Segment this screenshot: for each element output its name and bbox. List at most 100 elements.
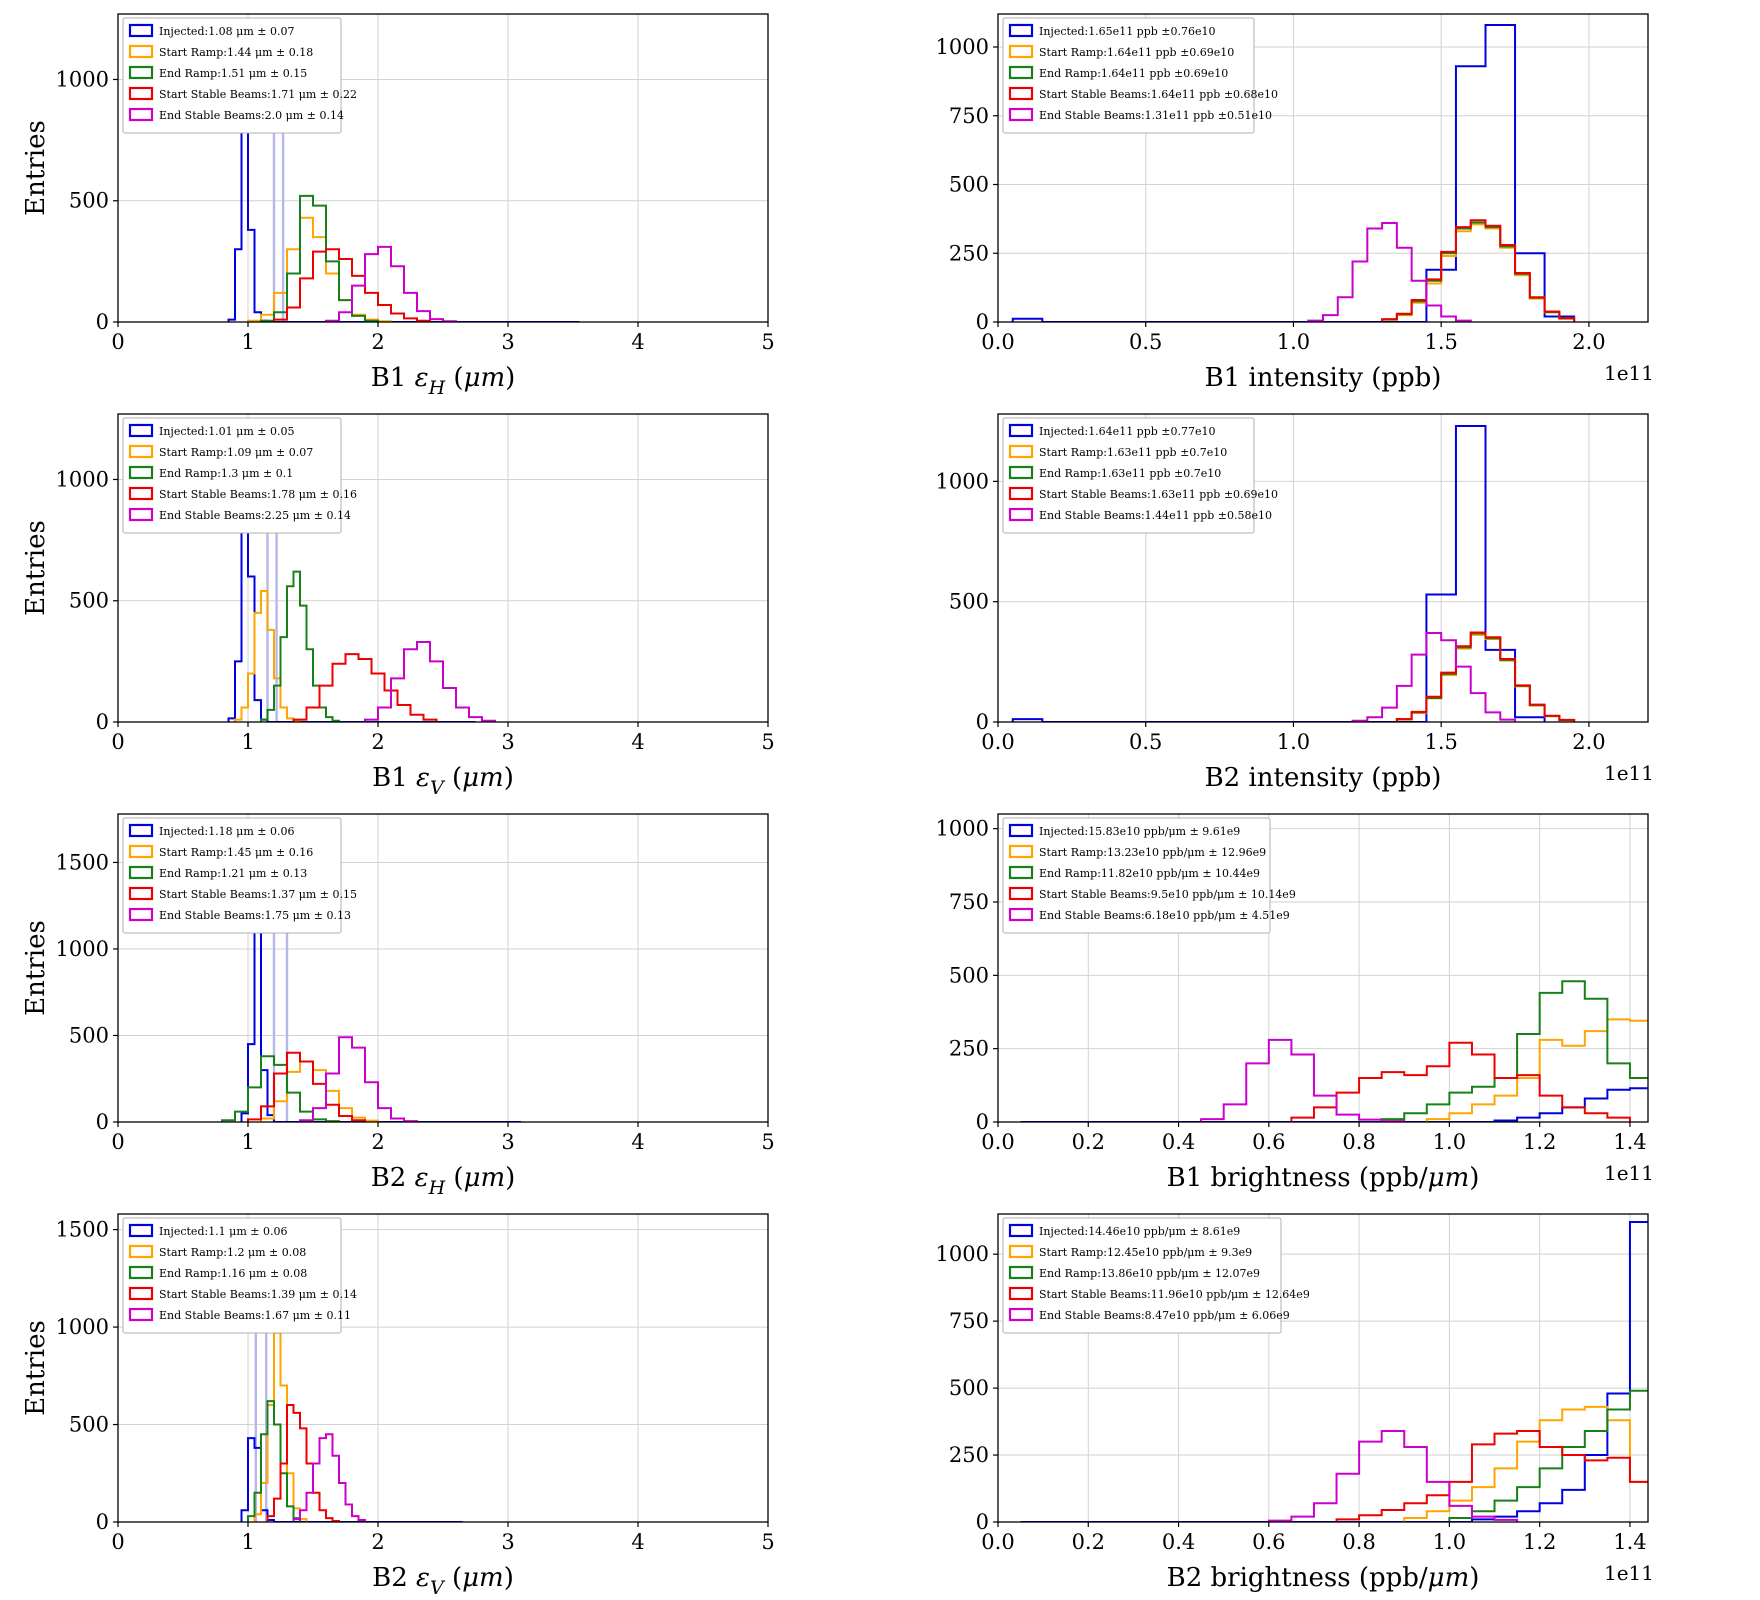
series-end-ramp — [221, 1055, 340, 1122]
legend-swatch-start_ramp — [1008, 44, 1034, 59]
series-end-ramp — [1380, 980, 1648, 1122]
y-tick-label: 1000 — [56, 467, 109, 491]
legend-swatch-start_ramp — [128, 844, 154, 859]
legend-swatch-injected — [1008, 423, 1034, 438]
x-tick-label: 0.8 — [1342, 1530, 1375, 1554]
series-start-stable-beams — [247, 1051, 366, 1122]
chart-b1-emittance-h: 0 1 2 3 4 5 0 500 1000 Entries B1 εH (μm) Injected:… — [21, 13, 775, 399]
legend-swatch-end_ramp — [128, 865, 154, 880]
legend-swatch-start_stable — [1008, 486, 1034, 501]
subplot-b2-emittance-v: 0 1 2 3 4 5 0 500 1000 1500 Entries B2 εV (μm) Injec… — [0, 1200, 880, 1600]
y-tick-label: 750 — [949, 1309, 989, 1333]
x-tick-label: 0.6 — [1252, 1530, 1285, 1554]
legend-entry-label: End Ramp:13.86e10 ppb/μm ± 12.07e9 — [1039, 1267, 1260, 1280]
legend-swatch-end_stable — [128, 507, 154, 522]
legend: Injected:1.01 μm ± 0.05 Start Ramp:1.09 μ… — [122, 417, 357, 534]
x-tick-label: 1.4 — [1613, 1130, 1646, 1154]
legend: Injected:1.18 μm ± 0.06 Start Ramp:1.45 μ… — [122, 817, 357, 934]
x-tick-label: 2 — [371, 730, 384, 754]
axes-frame — [117, 413, 769, 723]
x-tick-label: 0.5 — [1129, 730, 1162, 754]
legend-swatch-end_ramp — [1008, 865, 1034, 880]
series-start-ramp — [234, 590, 301, 722]
series-end-stable-beams — [364, 640, 496, 722]
x-tick-label: 1 — [241, 330, 254, 354]
legend-swatch-end_stable — [1008, 107, 1034, 122]
chart-b2-brightness: 0.0 0.2 0.4 0.6 0.8 1.0 1.2 1.4 0 250 500 750 1000 B2… — [936, 1213, 1654, 1593]
x-tick-label: 0.5 — [1129, 330, 1162, 354]
axes-frame — [997, 1213, 1649, 1523]
legend-entry-label: End Ramp:1.63e11 ppb ±0.7e10 — [1039, 467, 1221, 480]
x-tick-label: 5 — [761, 730, 774, 754]
series-end-ramp — [260, 570, 340, 722]
y-tick-label: 0 — [96, 1110, 109, 1134]
x-tick-label: 0 — [111, 330, 124, 354]
x-tick-label: 2 — [371, 1530, 384, 1554]
legend-entry-label: End Stable Beams:1.75 μm ± 0.13 — [159, 909, 351, 922]
legend-entry-label: Start Stable Beams:1.39 μm ± 0.14 — [159, 1288, 357, 1301]
legend-entry-label: Injected:1.65e11 ppb ±0.76e10 — [1039, 25, 1216, 38]
y-tick-label: 500 — [69, 1023, 109, 1047]
x-tick-label: 1 — [241, 1530, 254, 1554]
axes-frame — [997, 413, 1649, 723]
legend-entry-label: Start Ramp:1.09 μm ± 0.07 — [159, 446, 313, 459]
series-start-stable-beams — [1381, 219, 1576, 322]
series-injected — [240, 904, 521, 1122]
axis-offset-label: 1e11 — [1604, 1161, 1654, 1185]
legend-swatch-start_ramp — [1008, 844, 1034, 859]
x-tick-label: 1.0 — [1277, 730, 1310, 754]
legend-swatch-end_stable — [128, 1307, 154, 1322]
y-tick-label: 0 — [976, 310, 989, 334]
y-tick-label: 500 — [69, 189, 109, 213]
y-tick-label: 750 — [949, 890, 989, 914]
x-tick-label: 0.4 — [1162, 1130, 1195, 1154]
chart-b1-emittance-v: 0 1 2 3 4 5 0 500 1000 Entries B1 εV (μm) Injected:… — [21, 413, 775, 799]
y-tick-label: 500 — [69, 589, 109, 613]
axes-frame — [997, 13, 1649, 323]
x-tick-label: 0.0 — [981, 730, 1014, 754]
y-axis-label: Entries — [21, 120, 51, 216]
x-tick-label: 0 — [111, 1530, 124, 1554]
legend-box — [122, 1217, 342, 1334]
y-tick-label: 750 — [949, 104, 989, 128]
x-tick-label: 3 — [501, 1530, 514, 1554]
legend-swatch-start_stable — [1008, 1286, 1034, 1301]
axis-offset-label: 1e11 — [1604, 361, 1654, 385]
x-tick-label: 1 — [241, 1130, 254, 1154]
chart-b1-brightness: 0.0 0.2 0.4 0.6 0.8 1.0 1.2 1.4 0 250 500 750 1000 B1… — [936, 813, 1654, 1193]
series-end-stable-beams — [1200, 1038, 1406, 1122]
x-axis-label: B2 brightness (ppb/μm) — [1167, 1563, 1480, 1593]
legend-entry-label: End Ramp:11.82e10 ppb/μm ± 10.44e9 — [1039, 867, 1260, 880]
y-tick-label: 500 — [949, 963, 989, 987]
legend-swatch-injected — [128, 823, 154, 838]
x-axis-label: B2 intensity (ppb) — [1205, 763, 1442, 793]
legend-swatch-injected — [1008, 1223, 1034, 1238]
legend-entry-label: End Stable Beams:1.67 μm ± 0.11 — [159, 1309, 351, 1322]
legend-swatch-end_stable — [1008, 507, 1034, 522]
series-end-stable-beams — [1351, 631, 1517, 722]
legend-entry-label: End Ramp:1.64e11 ppb ±0.69e10 — [1039, 67, 1228, 80]
y-tick-label: 0 — [96, 710, 109, 734]
legend-swatch-start_ramp — [128, 444, 154, 459]
legend-box — [122, 17, 342, 134]
chart-b2-intensity: 0.0 0.5 1.0 1.5 2.0 0 500 1000 B2 intensity (ppb… — [936, 413, 1654, 793]
legend: Injected:14.46e10 ppb/μm ± 8.61e9 Start R… — [1002, 1217, 1310, 1334]
x-tick-label: 0 — [111, 1130, 124, 1154]
x-axis-label: B2 εH (μm) — [371, 1163, 516, 1199]
legend-entry-label: End Ramp:1.3 μm ± 0.1 — [159, 467, 293, 480]
series-injected — [1011, 425, 1546, 722]
subplot-b2-intensity: 0.0 0.5 1.0 1.5 2.0 0 500 1000 B2 intensity (ppb… — [880, 400, 1760, 800]
x-tick-label: 0 — [111, 730, 124, 754]
x-tick-label: 5 — [761, 330, 774, 354]
axes-frame — [117, 813, 769, 1123]
series-end-ramp — [260, 194, 379, 322]
x-tick-label: 0.0 — [981, 330, 1014, 354]
x-tick-label: 1.4 — [1613, 1530, 1646, 1554]
x-tick-label: 5 — [761, 1530, 774, 1554]
chart-b2-emittance-v: 0 1 2 3 4 5 0 500 1000 1500 Entries B2 εV (μm) Injec… — [21, 1213, 775, 1599]
legend-entry-label: Start Ramp:1.45 μm ± 0.16 — [159, 846, 313, 859]
y-tick-label: 1500 — [56, 850, 109, 874]
legend-swatch-start_ramp — [128, 1244, 154, 1259]
legend-entry-label: End Ramp:1.16 μm ± 0.08 — [159, 1267, 307, 1280]
y-axis-label: Entries — [21, 1320, 51, 1416]
